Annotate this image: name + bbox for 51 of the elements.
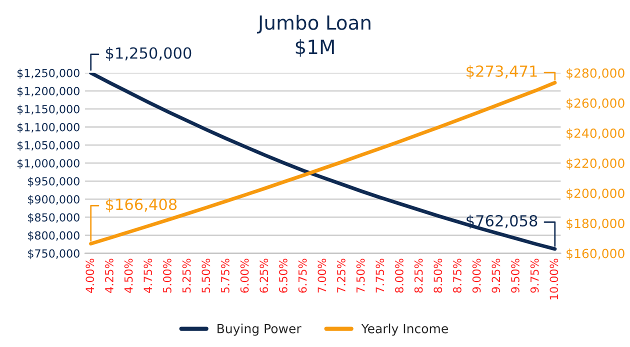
chart-title: Jumbo Loan [256, 14, 370, 34]
chart-subtitle: $1M [296, 39, 334, 57]
x-tick-label: 6.75% [298, 258, 307, 293]
x-tick-label: 5.50% [202, 258, 210, 293]
data-label: $273,471 [466, 65, 537, 79]
y2-tick-label: $160,000 [566, 248, 624, 260]
x-tick-label: 6.25% [260, 258, 268, 293]
x-tick-label: 4.00% [86, 258, 94, 293]
y-tick-label: $1,100,000 [17, 122, 80, 133]
y-tick-label: $750,000 [28, 249, 80, 260]
x-tick-label: 9.25% [492, 258, 500, 293]
legend-label: Buying Power [218, 324, 302, 336]
x-tick-label: 7.75% [376, 258, 384, 293]
x-tick-label: 9.00% [472, 258, 481, 293]
y2-tick-label: $180,000 [566, 218, 624, 230]
x-tick-label: 5.00% [163, 258, 172, 293]
x-tick-label: 6.00% [240, 258, 249, 293]
x-tick-label: 8.75% [453, 258, 462, 293]
y2-tick-label: $280,000 [566, 68, 624, 80]
x-tick-label: 7.50% [356, 258, 365, 293]
legend-label: Yearly Income [361, 324, 448, 336]
y2-tick-label: $260,000 [566, 98, 624, 110]
y-tick-label: $1,050,000 [17, 140, 80, 151]
x-tick-label: 5.75% [221, 258, 230, 293]
y-tick-label: $800,000 [28, 231, 80, 242]
x-tick-label: 4.75% [144, 258, 152, 293]
data-label: $762,058 [466, 214, 538, 229]
x-tick-label: 8.25% [414, 258, 423, 293]
x-tick-label: 7.00% [318, 258, 326, 293]
x-tick-label: 10.00% [550, 258, 558, 300]
x-tick-label: 7.25% [337, 258, 346, 293]
x-tick-label: 5.25% [182, 258, 191, 293]
x-tick-label: 6.50% [279, 258, 288, 293]
x-tick-label: 9.50% [511, 258, 520, 293]
y-tick-label: $1,250,000 [17, 68, 80, 79]
y-tick-label: $1,000,000 [17, 158, 80, 169]
y-tick-label: $950,000 [28, 176, 80, 187]
y2-tick-label: $200,000 [566, 188, 624, 200]
y2-tick-label: $220,000 [566, 158, 624, 170]
y-tick-label: $900,000 [28, 194, 80, 206]
x-tick-label: 8.00% [395, 258, 404, 293]
y-tick-label: $1,150,000 [17, 104, 80, 115]
y-tick-label: $850,000 [28, 213, 80, 224]
y-tick-label: $1,200,000 [17, 86, 80, 97]
y2-tick-label: $240,000 [566, 128, 624, 140]
x-tick-label: 4.25% [105, 258, 114, 293]
data-label: $166,408 [106, 198, 177, 212]
x-tick-label: 9.75% [530, 258, 539, 293]
data-label: $1,250,000 [106, 46, 192, 61]
x-tick-label: 8.50% [434, 258, 442, 293]
x-tick-label: 4.50% [124, 258, 133, 293]
